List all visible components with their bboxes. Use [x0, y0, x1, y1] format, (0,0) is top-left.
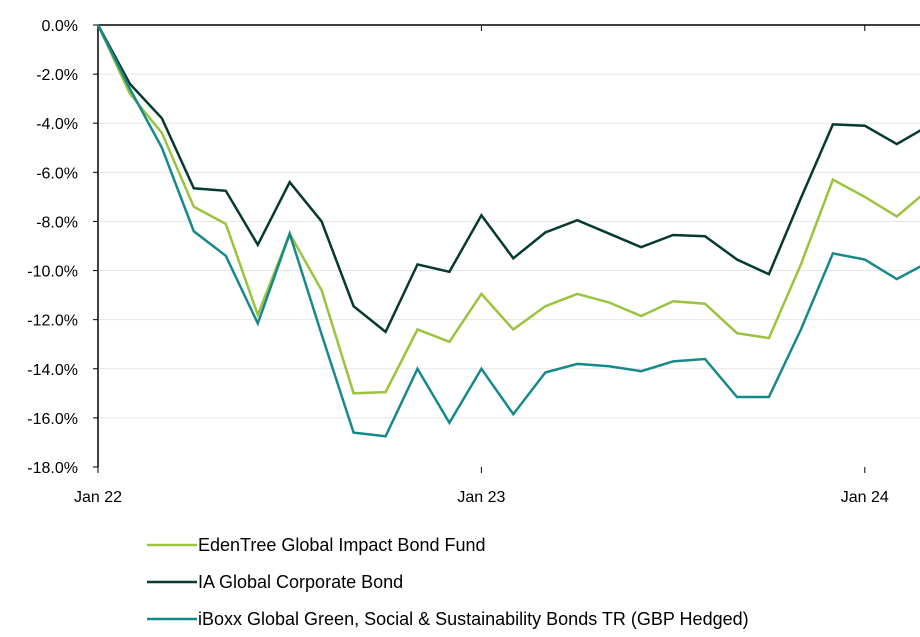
- legend-label: iBoxx Global Green, Social & Sustainabil…: [198, 609, 749, 629]
- y-tick-label: -18.0%: [27, 460, 78, 477]
- series-line: [96, 24, 920, 334]
- y-tick-label: -8.0%: [36, 214, 78, 231]
- gridlines: [98, 73, 920, 419]
- y-tick-label: -10.0%: [27, 264, 78, 281]
- y-tick-label: -2.0%: [36, 67, 78, 84]
- y-tick-label: -14.0%: [27, 362, 78, 379]
- y-tick-label: -12.0%: [27, 313, 78, 330]
- y-tick-label: -16.0%: [27, 411, 78, 428]
- x-tick-label: Jan 23: [457, 489, 505, 506]
- x-tick-label: Jan 22: [74, 489, 122, 506]
- series-line: [96, 24, 920, 438]
- axes: 0.0% -2.0% -4.0% -6.0% -8.0% -10.0% -12.0% -14.…: [27, 18, 920, 506]
- legend: EdenTree Global Impact Bond Fund IA Globa…: [147, 535, 749, 629]
- y-tick-label: -6.0%: [36, 165, 78, 182]
- series-lines: [96, 24, 920, 438]
- x-tick-label: Jan 24: [841, 489, 889, 506]
- legend-label: IA Global Corporate Bond: [198, 572, 403, 592]
- y-tick-label: 0.0%: [42, 18, 78, 35]
- legend-label: EdenTree Global Impact Bond Fund: [198, 535, 486, 555]
- y-tick-label: -4.0%: [36, 116, 78, 133]
- series-line: [96, 24, 920, 395]
